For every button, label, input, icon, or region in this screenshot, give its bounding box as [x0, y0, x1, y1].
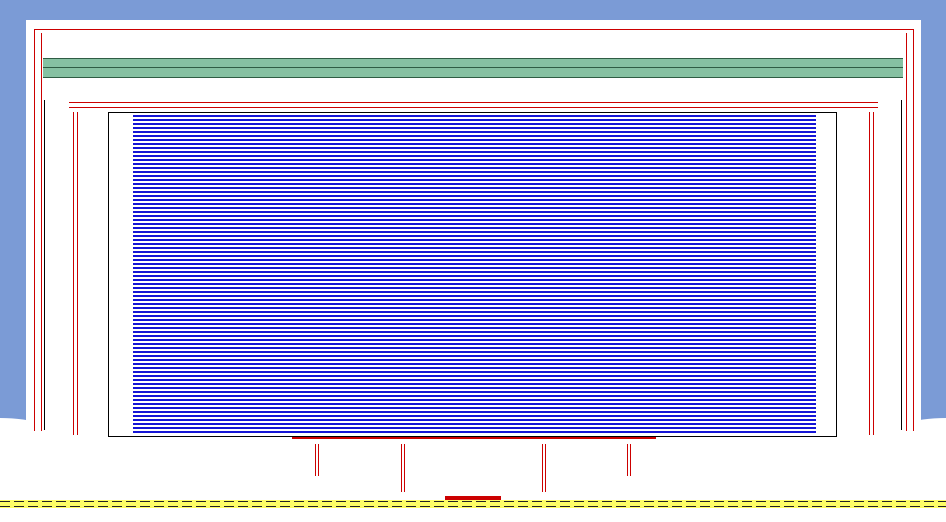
status-track-dashes-bottom: [0, 506, 946, 507]
status-track-dashes-top: [0, 501, 946, 502]
status-track: [0, 500, 946, 508]
stand-leg: [315, 444, 319, 476]
bottom-rule: [292, 437, 656, 439]
side-rail-left-outer: [44, 100, 45, 430]
scroll-handle[interactable]: [445, 496, 501, 500]
toolbar-divider: [43, 67, 903, 68]
window-frame-inner-right: [906, 33, 907, 431]
side-rail-left-red-a: [73, 112, 74, 435]
side-rail-right-outer: [901, 100, 902, 430]
backdrop-right: [921, 0, 946, 430]
backdrop-top: [0, 0, 946, 20]
toolbar[interactable]: [43, 58, 903, 78]
content-panel[interactable]: [108, 112, 837, 437]
header-rule-bottom: [69, 107, 878, 108]
side-rail-right-red-b: [873, 112, 874, 435]
side-rail-right-red-a: [869, 112, 870, 435]
stand-leg: [401, 444, 405, 492]
striped-content-area: [133, 115, 816, 435]
side-rail-left-red-b: [77, 112, 78, 435]
backdrop-left: [0, 0, 26, 430]
stand-leg: [627, 444, 631, 476]
window-frame: [34, 29, 914, 431]
window-frame-inner-left: [41, 33, 42, 431]
stand-leg: [542, 444, 546, 492]
header-rule-top: [69, 102, 878, 103]
